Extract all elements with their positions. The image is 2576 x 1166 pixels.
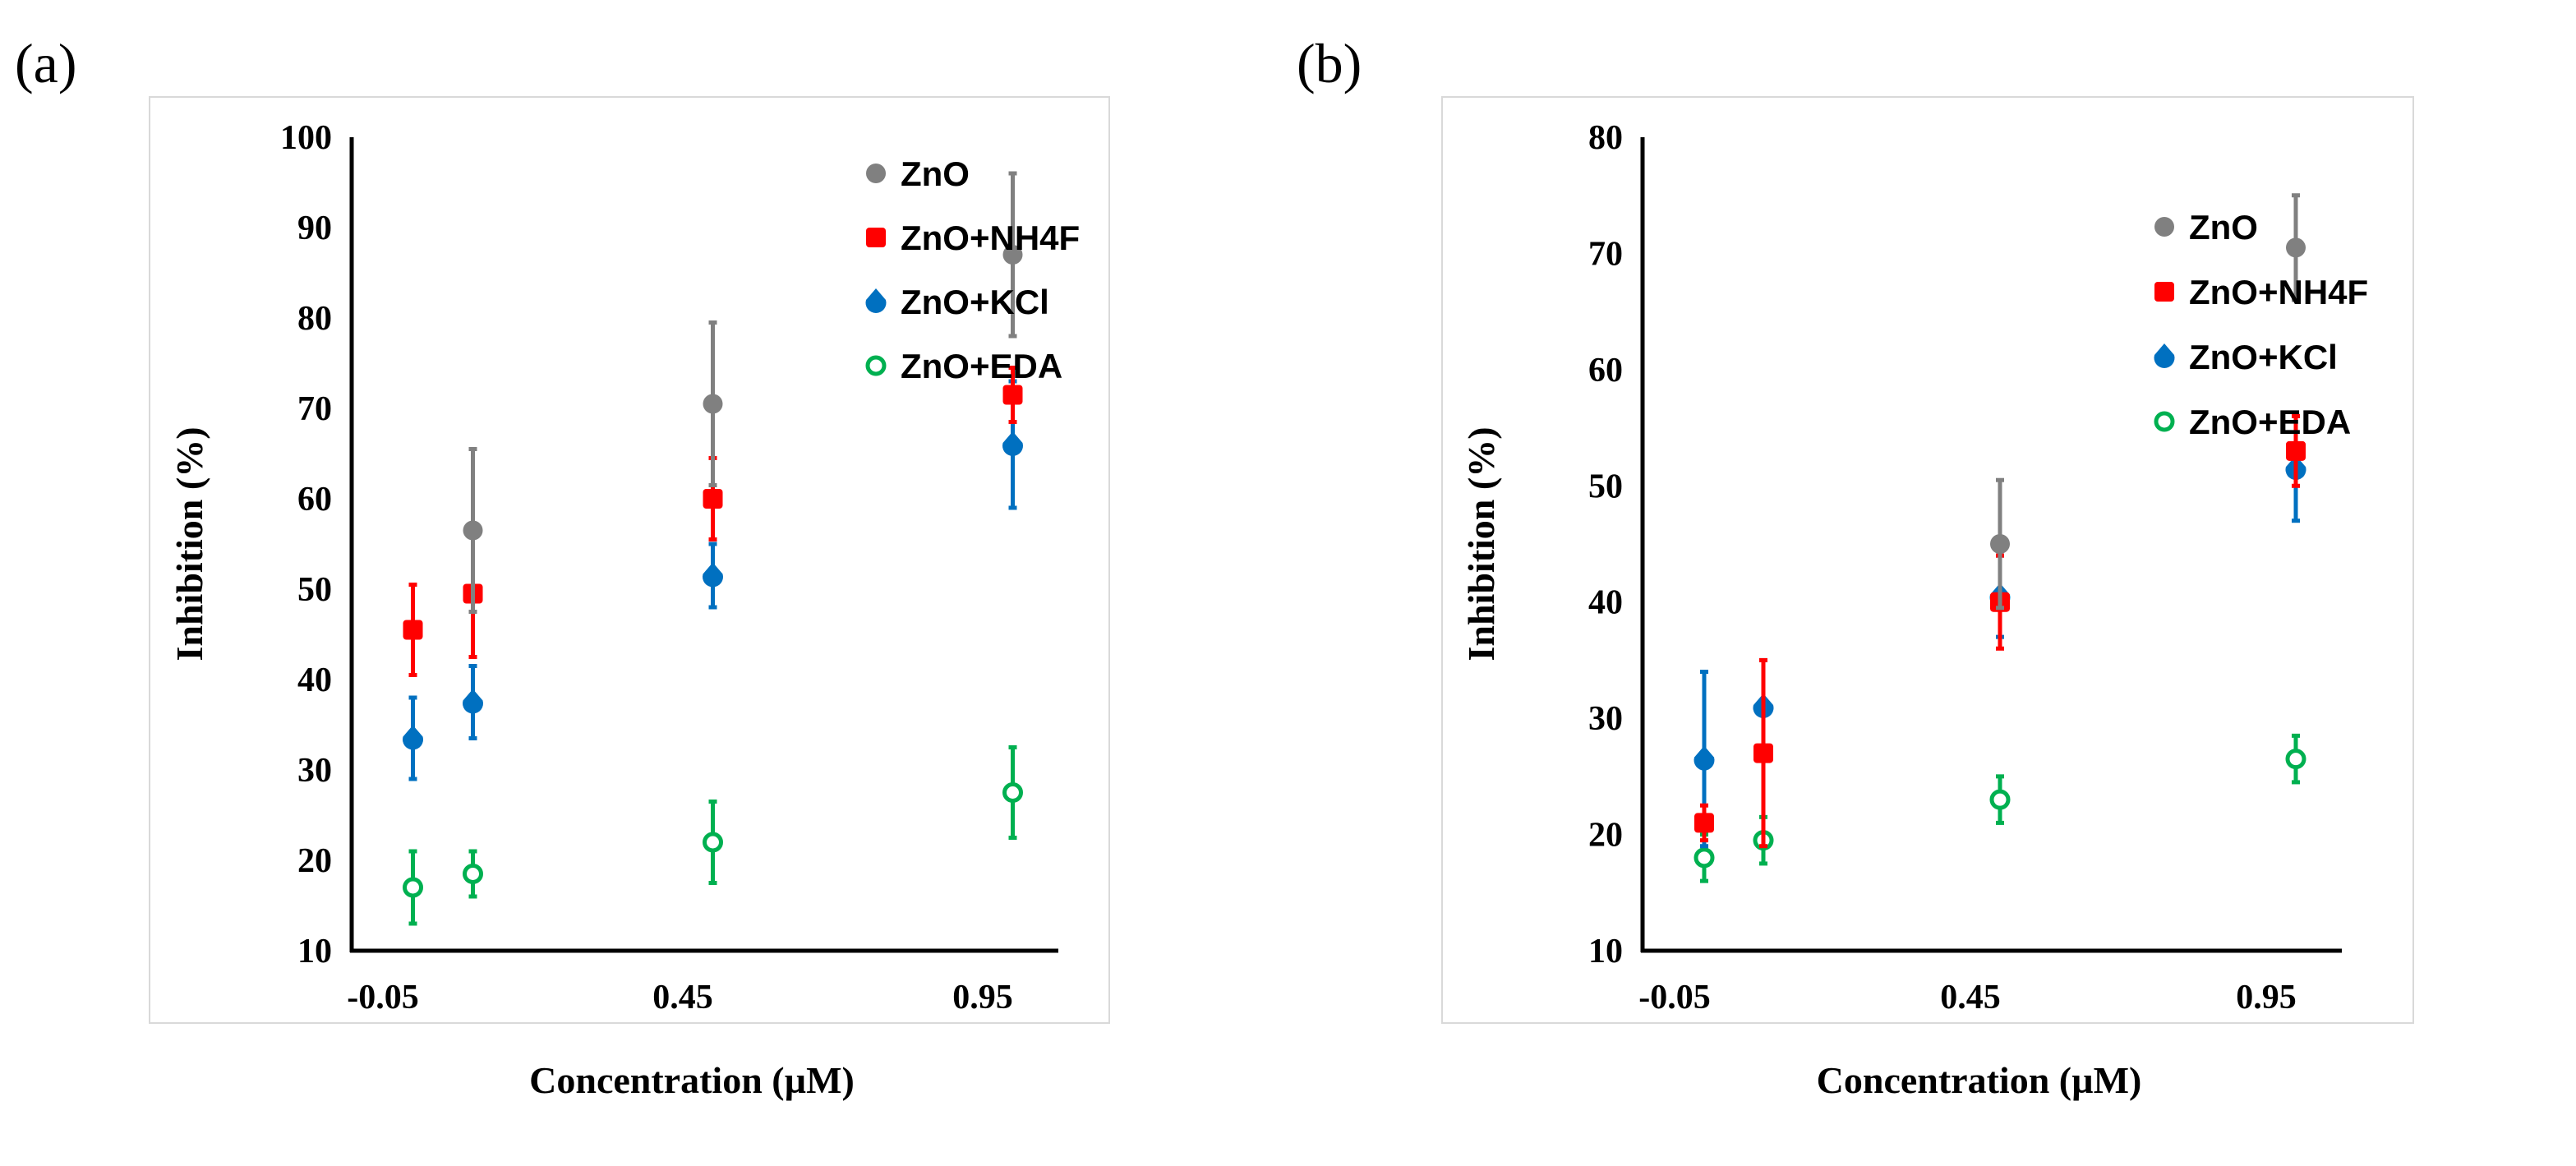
data-point — [703, 489, 723, 509]
x-tick-label: 0.45 — [1940, 979, 2001, 1016]
x-tick-label: -0.05 — [347, 979, 419, 1016]
x-axis-title: Concentration (µM) — [1817, 1059, 2142, 1101]
y-tick-label: 50 — [297, 571, 332, 609]
data-point — [703, 562, 723, 588]
legend-marker — [2154, 343, 2175, 368]
y-axis-title: Inhibition (%) — [1460, 426, 1502, 661]
legend-label: ZnO+KCl — [2189, 338, 2338, 376]
x-tick-label: -0.05 — [1638, 979, 1711, 1016]
data-point — [2286, 237, 2306, 258]
x-axis-title: Concentration (µM) — [529, 1059, 855, 1101]
legend: ZnO ZnO+NH4F ZnO+KCl ZnO+EDA — [2154, 208, 2368, 441]
legend-marker — [866, 164, 886, 183]
y-tick-label: 20 — [1588, 817, 1623, 855]
x-tick-label: 0.45 — [652, 979, 713, 1016]
data-point — [1002, 385, 1023, 405]
data-point — [1002, 782, 1023, 803]
y-tick-label: 30 — [297, 752, 332, 790]
panel-label: (b) — [1297, 32, 1362, 94]
data-point — [463, 689, 483, 714]
y-tick-label: 90 — [297, 210, 332, 247]
y-tick-label: 80 — [1588, 119, 1623, 157]
series-zno — [1990, 193, 2306, 611]
legend-label: ZnO+KCl — [901, 283, 1049, 321]
legend-label: ZnO+NH4F — [2189, 273, 2368, 311]
data-point — [1002, 245, 1023, 265]
y-tick-label: 80 — [297, 300, 332, 338]
x-tick-label: 0.95 — [2236, 979, 2297, 1016]
data-point — [1694, 847, 1715, 869]
data-point — [403, 620, 423, 640]
y-tick-label: 10 — [1588, 933, 1623, 970]
legend-label: ZnO+EDA — [901, 347, 1062, 385]
legend-label: ZnO — [2189, 208, 2258, 247]
y-tick-label: 20 — [297, 842, 332, 880]
y-tick-label: 70 — [297, 390, 332, 428]
legend-marker — [866, 228, 886, 247]
legend-label: ZnO+EDA — [2189, 403, 2351, 441]
data-point — [1694, 745, 1715, 771]
x-tick-label: 0.95 — [952, 979, 1013, 1016]
data-point — [463, 520, 483, 541]
y-tick-label: 40 — [297, 661, 332, 699]
data-point — [703, 832, 723, 853]
y-axis-title: Inhibition (%) — [168, 426, 210, 661]
legend-label: ZnO+NH4F — [901, 219, 1080, 257]
data-point — [1002, 431, 1023, 456]
panel-label: (a) — [15, 32, 76, 94]
data-point — [2286, 440, 2306, 461]
data-point — [1989, 789, 2011, 810]
data-point — [1753, 743, 1773, 763]
y-tick-label: 100 — [280, 119, 332, 157]
legend-marker — [2154, 411, 2175, 432]
data-point — [703, 394, 723, 414]
data-point — [403, 877, 423, 898]
series-zno — [463, 171, 1023, 614]
legend-marker — [2154, 282, 2174, 302]
chart-area-frame — [1441, 96, 2414, 1024]
panel-b: (b) 10 20 30 40 50 60 70 80 -0.05 0.45 0.95 Concentr… — [1297, 32, 2414, 1101]
data-point — [1990, 534, 2010, 554]
series-zno-eda — [403, 745, 1023, 926]
data-point — [402, 725, 423, 750]
y-tick-label: 30 — [1588, 700, 1623, 738]
data-point — [1694, 813, 1714, 833]
legend-label: ZnO — [901, 154, 970, 193]
legend-marker — [865, 288, 887, 314]
y-tick-label: 40 — [1588, 584, 1623, 622]
y-tick-label: 60 — [1588, 352, 1623, 389]
y-tick-label: 70 — [1588, 235, 1623, 273]
panel-a: (a) 10 20 30 40 50 60 70 80 90 100 -0.05 0.45 0.95 Con… — [15, 32, 1110, 1101]
chart-area-frame — [149, 96, 1110, 1024]
legend-marker — [865, 355, 887, 376]
y-tick-label: 10 — [297, 933, 332, 970]
y-tick-label: 60 — [297, 481, 332, 518]
y-tick-label: 50 — [1588, 468, 1623, 505]
data-point — [463, 864, 483, 884]
data-point — [2285, 749, 2306, 770]
legend-marker — [2154, 217, 2174, 237]
legend: ZnO ZnO+NH4F ZnO+KCl ZnO+EDA — [865, 154, 1080, 385]
